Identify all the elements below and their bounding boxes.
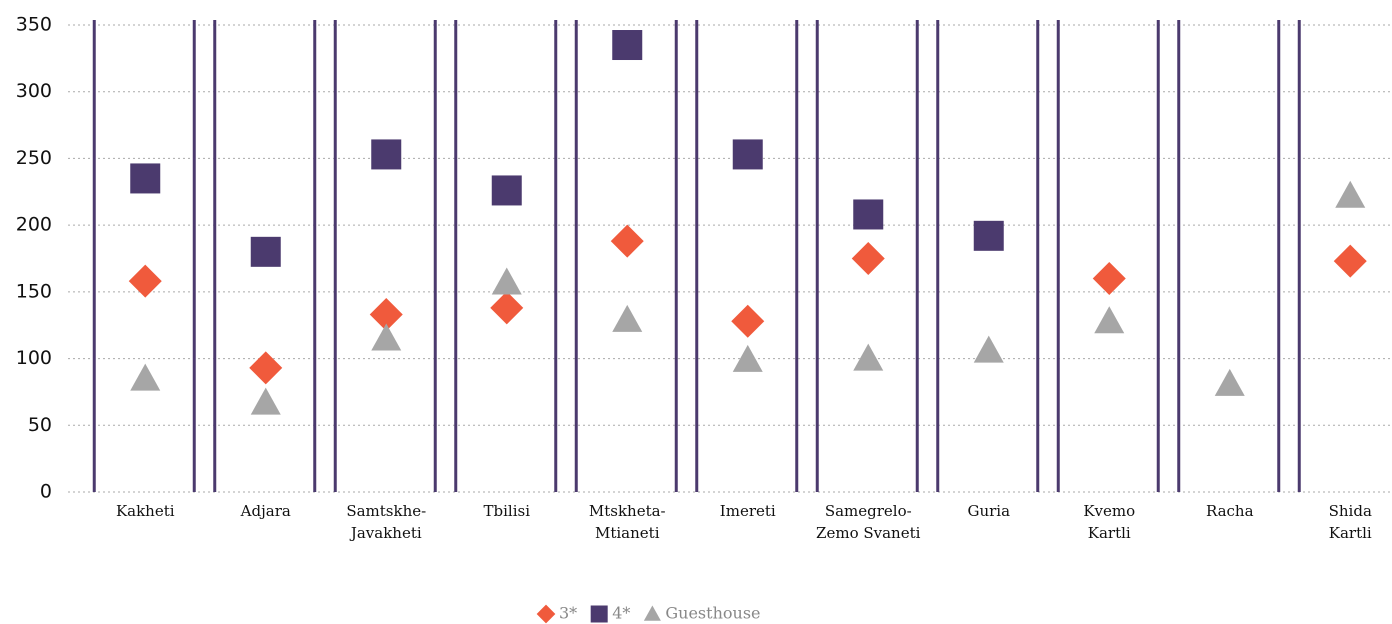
y-tick-label: 150 [16,280,52,302]
marker [851,242,885,275]
x-tick-label: Guria [967,502,1011,520]
marker [1335,180,1366,208]
x-tick-label: Kakheti [115,502,175,520]
x-tick-label: Racha [1205,502,1254,520]
legend-label: 4* [612,604,630,623]
y-tick-label: 350 [16,14,52,36]
marker [128,264,162,298]
y-tick-label: 50 [28,414,52,436]
legend-label: 3* [559,604,577,623]
marker [1214,368,1245,396]
marker [369,298,403,332]
marker [732,344,763,372]
marker [491,267,522,295]
legend-marker [643,605,661,621]
y-tick-label: 200 [16,214,52,236]
marker [853,343,884,371]
x-tick-label: Samtskhe- Javakheti [346,502,427,542]
x-tick-label: Samegrelo- Zemo Svaneti [816,502,921,542]
x-tick-label: Kvemo Kartli [1083,502,1136,542]
y-tick-label: 100 [16,347,52,369]
y-tick-label: 0 [40,481,52,503]
marker [973,220,1004,251]
legend-marker [536,604,556,624]
x-tick-label: Tbilisi [483,502,531,520]
marker [491,175,522,206]
x-tick-label: Imereti [719,502,776,520]
legend-marker [590,605,608,623]
marker [371,323,402,351]
y-tick-label: 250 [16,147,52,169]
marker [610,224,644,258]
marker [250,236,281,267]
marker [249,351,283,385]
marker [731,304,765,338]
marker [973,335,1004,363]
marker [371,139,402,170]
marker [250,387,281,415]
marker [130,163,161,194]
marker [130,363,161,391]
marker [1333,244,1367,278]
marker [732,139,763,170]
x-tick-label: Shida Kartli [1328,502,1372,542]
marker [612,30,643,61]
x-tick-label: Mtskheta- Mtianeti [588,502,666,542]
marker [1094,306,1125,334]
marker [612,304,643,332]
y-tick-label: 300 [16,80,52,102]
marker [1092,262,1126,296]
marker [490,291,524,325]
marker [853,199,884,230]
legend-label: Guesthouse [665,604,760,623]
x-tick-label: Adjara [240,502,291,520]
